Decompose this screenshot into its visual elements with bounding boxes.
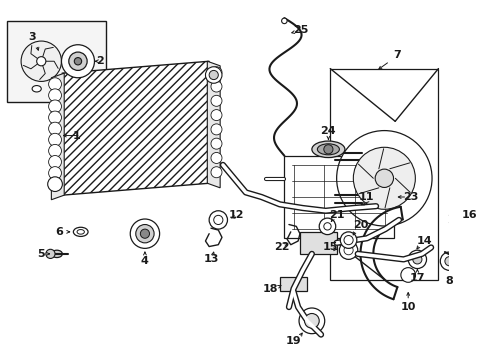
Circle shape [48, 100, 61, 113]
Circle shape [210, 124, 222, 135]
Polygon shape [329, 69, 438, 280]
Text: 16: 16 [461, 210, 476, 220]
Circle shape [48, 144, 61, 157]
Circle shape [210, 138, 222, 149]
Circle shape [444, 257, 453, 266]
Circle shape [69, 52, 87, 71]
Circle shape [74, 58, 81, 65]
Polygon shape [207, 61, 220, 188]
Text: 20: 20 [352, 220, 367, 230]
Ellipse shape [51, 250, 62, 257]
Circle shape [407, 250, 426, 269]
Circle shape [319, 218, 335, 235]
Circle shape [48, 167, 61, 180]
Circle shape [21, 41, 61, 81]
Circle shape [48, 111, 61, 124]
Text: 18: 18 [263, 284, 278, 294]
Ellipse shape [311, 141, 344, 158]
Circle shape [210, 67, 222, 78]
Text: 12: 12 [228, 210, 244, 220]
Polygon shape [483, 250, 488, 265]
Polygon shape [51, 73, 64, 200]
Text: 24: 24 [320, 126, 336, 136]
Polygon shape [62, 61, 209, 195]
Circle shape [336, 131, 431, 226]
Circle shape [439, 252, 458, 270]
Circle shape [210, 152, 222, 163]
Text: 11: 11 [358, 192, 374, 202]
Ellipse shape [73, 227, 88, 237]
Text: 8: 8 [445, 276, 452, 287]
Circle shape [205, 67, 222, 83]
Text: 14: 14 [416, 236, 431, 246]
Circle shape [213, 215, 223, 225]
Circle shape [136, 225, 154, 243]
Circle shape [210, 95, 222, 106]
Text: 19: 19 [285, 336, 301, 346]
Circle shape [210, 167, 222, 178]
Polygon shape [299, 232, 336, 254]
Circle shape [343, 246, 352, 255]
Text: 7: 7 [393, 50, 400, 60]
Circle shape [210, 109, 222, 121]
Ellipse shape [32, 86, 41, 92]
Text: 1: 1 [72, 131, 80, 140]
Bar [7, 21, 106, 102]
Circle shape [353, 147, 414, 209]
Text: 5: 5 [38, 249, 45, 259]
Circle shape [48, 177, 62, 192]
Text: 6: 6 [56, 227, 63, 237]
Circle shape [140, 229, 149, 238]
Circle shape [299, 308, 324, 334]
Ellipse shape [77, 230, 84, 234]
Text: 3: 3 [28, 32, 36, 42]
Text: 15: 15 [322, 242, 337, 252]
Circle shape [304, 314, 319, 328]
Circle shape [48, 133, 61, 146]
Circle shape [323, 223, 330, 230]
Text: 22: 22 [273, 242, 289, 252]
Circle shape [374, 169, 393, 188]
Circle shape [48, 122, 61, 135]
Circle shape [37, 57, 46, 66]
Text: 17: 17 [409, 273, 424, 283]
Circle shape [61, 45, 94, 78]
Circle shape [400, 267, 415, 282]
Polygon shape [279, 277, 306, 292]
Text: 25: 25 [293, 25, 308, 35]
Circle shape [48, 89, 61, 102]
Text: 2: 2 [96, 56, 103, 66]
Circle shape [323, 145, 332, 154]
Text: 21: 21 [328, 210, 344, 220]
Text: 4: 4 [141, 256, 148, 266]
Polygon shape [284, 156, 394, 238]
Circle shape [209, 71, 218, 80]
Text: 10: 10 [400, 302, 415, 312]
Ellipse shape [317, 144, 339, 155]
Circle shape [48, 156, 61, 168]
Circle shape [130, 219, 159, 248]
Circle shape [340, 232, 356, 248]
Text: 13: 13 [203, 255, 218, 264]
Circle shape [209, 211, 227, 229]
Circle shape [46, 249, 55, 258]
Circle shape [48, 178, 61, 190]
Circle shape [210, 81, 222, 92]
Circle shape [48, 78, 61, 91]
Circle shape [412, 255, 421, 264]
Text: 23: 23 [403, 192, 418, 202]
Circle shape [339, 241, 357, 259]
Circle shape [343, 235, 352, 245]
Circle shape [281, 18, 286, 24]
